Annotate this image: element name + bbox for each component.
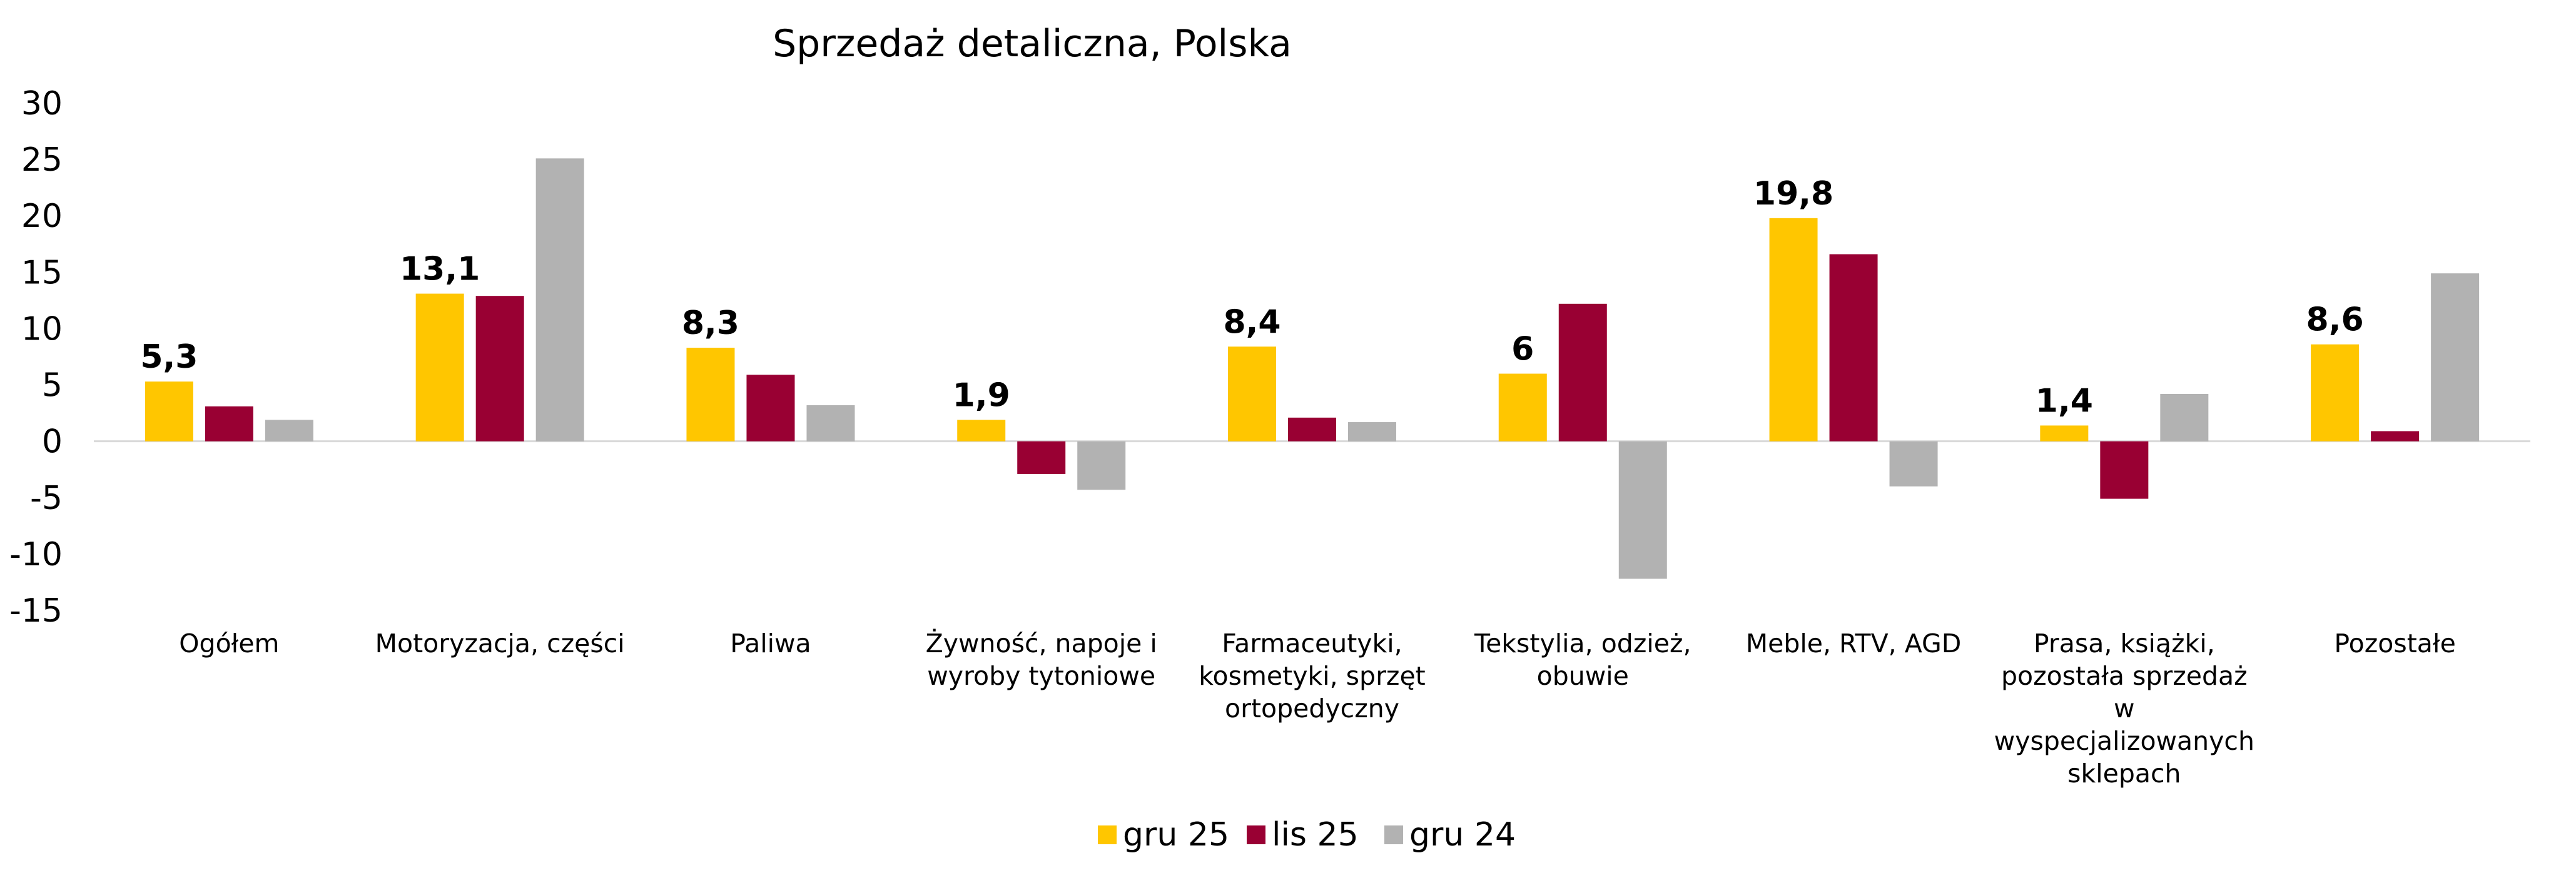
bar-gru-24-6 xyxy=(1889,441,1938,487)
x-category-label: Pozostałe xyxy=(2334,628,2455,659)
bar-gru-25-4 xyxy=(1228,346,1276,442)
y-tick-label: 25 xyxy=(21,141,63,179)
x-category-label: Tekstylia, odzież, obuwie xyxy=(1474,628,1691,691)
y-tick-label: 5 xyxy=(42,367,63,405)
x-category-label: Żywność, napoje i wyroby tytoniowe xyxy=(926,628,1157,691)
legend-swatch xyxy=(1384,825,1403,844)
bar-gru-24-3 xyxy=(1077,441,1126,490)
data-label: 19,8 xyxy=(1753,175,1833,213)
data-label: 8,6 xyxy=(2306,301,2364,339)
legend-label: gru 24 xyxy=(1409,816,1516,854)
y-tick-label: -10 xyxy=(9,536,63,573)
bar-lis-25-0 xyxy=(205,406,253,442)
bar-gru-25-1 xyxy=(415,293,464,442)
data-label: 6 xyxy=(1511,331,1534,368)
y-tick-label: 15 xyxy=(21,254,63,291)
legend-label: gru 25 xyxy=(1123,816,1229,854)
legend: gru 25 lis 25 gru 24 xyxy=(1098,816,1516,854)
x-category-label: Farmaceutyki, kosmetyki, sprzęt ortopedycz… xyxy=(1199,628,1426,724)
bar-gru-24-2 xyxy=(806,405,855,442)
bar-gru-24-8 xyxy=(2431,273,2480,442)
bar-gru-24-1 xyxy=(535,158,584,442)
bar-gru-25-8 xyxy=(2311,344,2360,442)
bar-lis-25-1 xyxy=(475,296,524,442)
bar-lis-25-5 xyxy=(1558,303,1607,442)
bar-lis-25-6 xyxy=(1829,254,1878,442)
labels-layer: 5,3 Ogółem 13,1 Motoryzacja, części 8,3 Paliw… xyxy=(140,175,2455,789)
bar-lis-25-7 xyxy=(2100,441,2149,499)
x-category-label: Paliwa xyxy=(730,628,811,659)
data-label: 5,3 xyxy=(140,338,198,376)
legend-swatch xyxy=(1098,825,1117,844)
legend-swatch xyxy=(1247,825,1265,844)
data-label: 1,4 xyxy=(2036,382,2093,420)
bar-gru-24-5 xyxy=(1618,441,1667,579)
bar-gru-25-2 xyxy=(686,348,735,442)
bar-lis-25-8 xyxy=(2371,431,2420,442)
bar-gru-25-3 xyxy=(957,420,1006,442)
legend-label: lis 25 xyxy=(1272,816,1359,854)
y-tick-label: 30 xyxy=(21,85,63,123)
y-tick-label: -15 xyxy=(9,592,63,630)
bar-gru-25-0 xyxy=(145,381,193,442)
data-label: 8,4 xyxy=(1223,303,1280,341)
y-tick-label: 10 xyxy=(21,310,63,348)
bar-lis-25-3 xyxy=(1017,441,1066,474)
x-category-label: Prasa, książki, pozostała sprzedaż w wyspec… xyxy=(1994,628,2254,789)
data-label: 1,9 xyxy=(953,376,1010,414)
y-tick-label: 20 xyxy=(21,198,63,235)
bar-gru-25-6 xyxy=(1769,218,1818,442)
data-label: 13,1 xyxy=(400,251,480,288)
y-tick-label: 0 xyxy=(42,423,63,461)
x-category-label: Motoryzacja, części xyxy=(375,628,625,659)
bar-lis-25-2 xyxy=(746,375,795,442)
bars-layer xyxy=(145,158,2480,579)
bar-gru-25-5 xyxy=(1498,373,1547,442)
bar-gru-24-7 xyxy=(2160,393,2209,442)
x-category-label: Meble, RTV, AGD xyxy=(1746,628,1962,659)
data-label: 8,3 xyxy=(682,305,739,342)
bar-gru-24-0 xyxy=(265,420,313,442)
y-tick-label: -5 xyxy=(30,480,63,517)
chart-title: Sprzedaż detaliczna, Polska xyxy=(773,22,1292,66)
x-category-label: Ogółem xyxy=(179,628,279,659)
bar-gru-25-7 xyxy=(2040,425,2089,442)
bar-gru-24-4 xyxy=(1348,422,1396,442)
bar-lis-25-4 xyxy=(1288,417,1336,442)
